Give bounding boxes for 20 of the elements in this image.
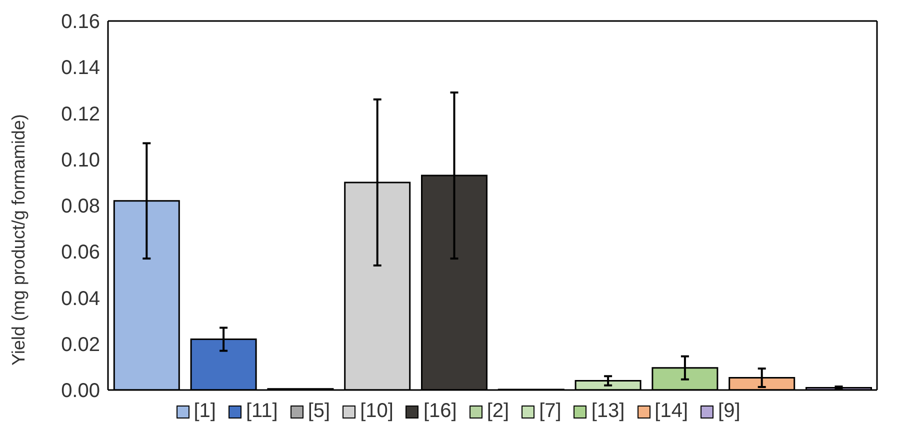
y-tick-label: 0.10: [61, 149, 100, 172]
y-tick-label: 0.08: [61, 196, 100, 218]
legend-label: [7]: [539, 400, 562, 423]
legend-label: [13]: [591, 400, 625, 423]
y-tick-label: 0.14: [61, 57, 100, 80]
legend-label: [11]: [246, 400, 278, 423]
legend-label: [1]: [194, 400, 216, 423]
legend-label: [16]: [423, 400, 457, 423]
y-tick-label: 0.00: [61, 380, 100, 402]
y-axis-title: Yield (mg product/g formamide): [8, 114, 28, 366]
legend-label: [14]: [654, 400, 688, 423]
legend-label: [2]: [486, 400, 510, 423]
legend-label: [9]: [718, 400, 740, 423]
y-tick-label: 0.06: [61, 242, 100, 264]
y-tick-label: 0.12: [61, 103, 100, 126]
legend-label: [5]: [308, 400, 330, 423]
y-tick-label: 0.02: [61, 334, 100, 356]
y-tick-label: 0.16: [61, 11, 100, 34]
y-tick-label: 0.04: [61, 288, 100, 310]
legend-label: [10]: [360, 400, 394, 423]
